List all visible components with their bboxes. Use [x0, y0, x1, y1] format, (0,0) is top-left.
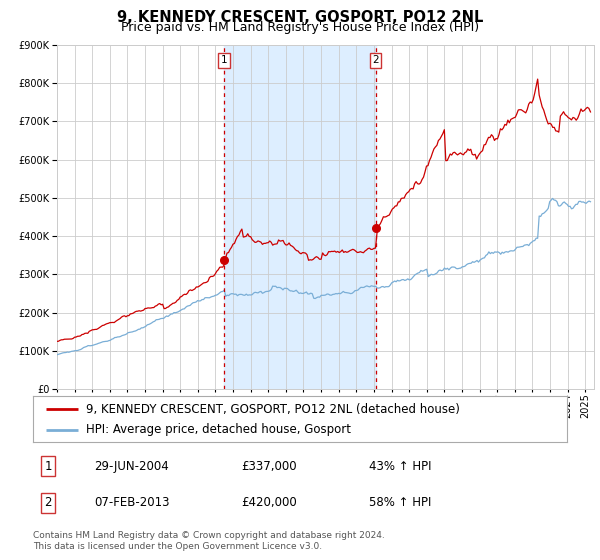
Text: 43% ↑ HPI: 43% ↑ HPI	[370, 460, 432, 473]
Text: Price paid vs. HM Land Registry's House Price Index (HPI): Price paid vs. HM Land Registry's House …	[121, 21, 479, 34]
Text: 9, KENNEDY CRESCENT, GOSPORT, PO12 2NL (detached house): 9, KENNEDY CRESCENT, GOSPORT, PO12 2NL (…	[86, 403, 460, 416]
Text: 07-FEB-2013: 07-FEB-2013	[94, 496, 170, 510]
Text: 1: 1	[44, 460, 52, 473]
Text: 1: 1	[221, 55, 227, 66]
Text: Contains HM Land Registry data © Crown copyright and database right 2024.: Contains HM Land Registry data © Crown c…	[33, 531, 385, 540]
Text: 29-JUN-2004: 29-JUN-2004	[94, 460, 169, 473]
Text: £420,000: £420,000	[241, 496, 297, 510]
Bar	[224, 45, 376, 389]
Text: 2: 2	[372, 55, 379, 66]
Text: 58% ↑ HPI: 58% ↑ HPI	[370, 496, 432, 510]
Text: This data is licensed under the Open Government Licence v3.0.: This data is licensed under the Open Gov…	[33, 542, 322, 551]
Text: £337,000: £337,000	[241, 460, 297, 473]
Text: 9, KENNEDY CRESCENT, GOSPORT, PO12 2NL: 9, KENNEDY CRESCENT, GOSPORT, PO12 2NL	[117, 10, 483, 25]
Text: 2: 2	[44, 496, 52, 510]
Text: HPI: Average price, detached house, Gosport: HPI: Average price, detached house, Gosp…	[86, 423, 352, 436]
